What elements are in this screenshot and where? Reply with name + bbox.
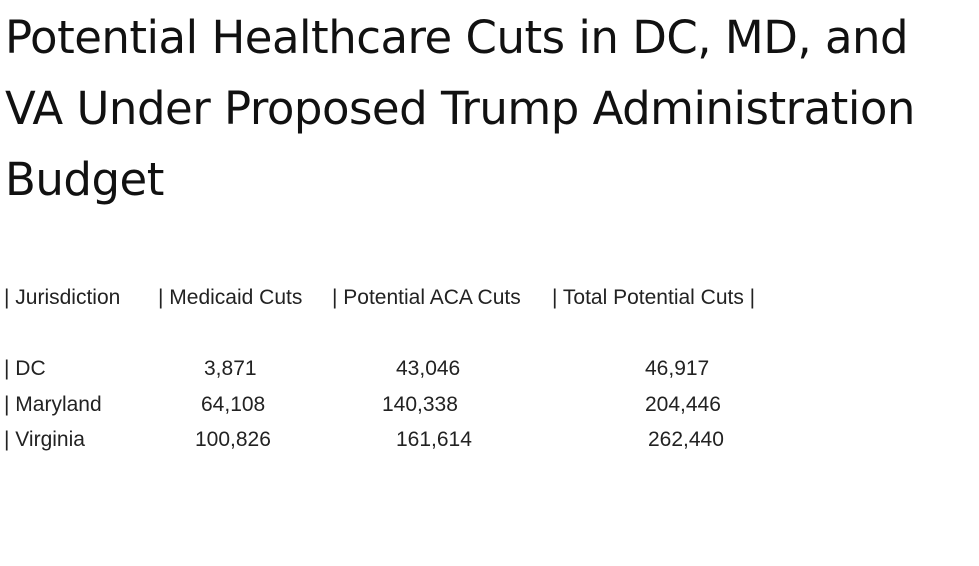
header-aca-cuts: | Potential ACA Cuts — [332, 286, 521, 309]
cell-jurisdiction: | Virginia — [4, 428, 85, 451]
cell-total-cuts: 262,440 — [648, 428, 724, 451]
cell-total-cuts: 46,917 — [645, 357, 710, 380]
cell-aca-cuts: 140,338 — [382, 393, 458, 416]
cell-aca-cuts: 43,046 — [396, 357, 461, 380]
cell-total-cuts: 204,446 — [645, 393, 721, 416]
header-total-cuts: | Total Potential Cuts | — [552, 286, 756, 309]
cell-medicaid-cuts: 3,871 — [204, 357, 257, 380]
cell-jurisdiction: | DC — [4, 357, 46, 380]
table-row: | Maryland 64,108 140,338 204,446 — [4, 391, 964, 419]
table-row: | DC 3,871 43,046 46,917 — [4, 355, 964, 383]
header-jurisdiction: | Jurisdiction — [4, 286, 121, 309]
cell-jurisdiction: | Maryland — [4, 393, 102, 416]
table-header: | Jurisdiction | Medicaid Cuts | Potenti… — [4, 284, 964, 312]
cell-aca-cuts: 161,614 — [396, 428, 472, 451]
table-row: | Virginia 100,826 161,614 262,440 — [4, 426, 964, 454]
header-medicaid-cuts: | Medicaid Cuts — [158, 286, 303, 309]
cell-medicaid-cuts: 64,108 — [201, 393, 266, 416]
page-title: Potential Healthcare Cuts in DC, MD, and… — [5, 11, 915, 206]
cell-medicaid-cuts: 100,826 — [195, 428, 271, 451]
